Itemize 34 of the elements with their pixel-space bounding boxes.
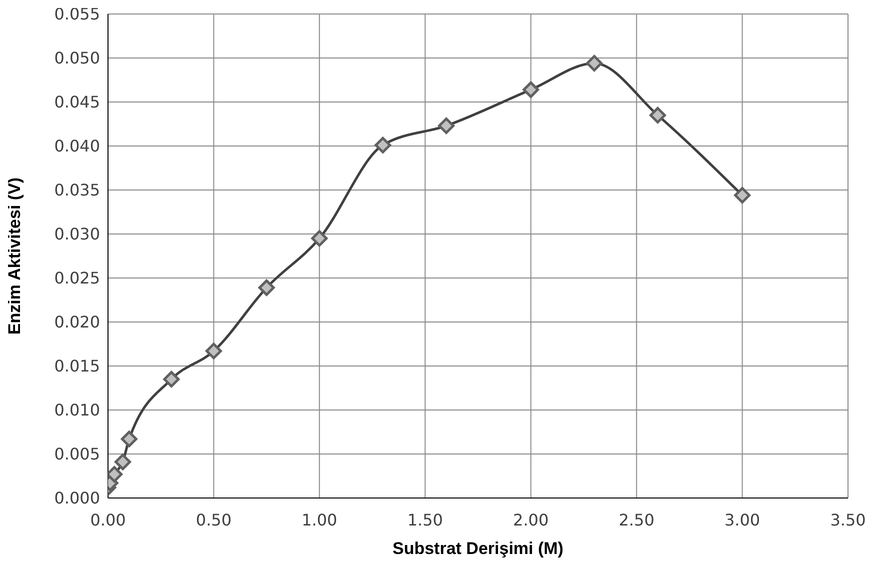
point — [374, 136, 392, 154]
x-tick-label: 2.50 — [618, 510, 654, 530]
point — [114, 454, 132, 470]
y-axis-title: Enzim Aktivitesi (V) — [5, 177, 24, 335]
y-tick-label: 0.010 — [54, 400, 100, 420]
point — [734, 187, 751, 204]
y-tick-label: 0.015 — [54, 356, 100, 376]
x-tick-label: 3.50 — [830, 510, 866, 530]
x-axis-title: Substrat Derişimi (M) — [392, 539, 564, 558]
y-tick-label: 0.030 — [54, 224, 100, 244]
x-tick-label: 1.00 — [302, 510, 338, 530]
x-tick-label: 0.50 — [196, 510, 232, 530]
point — [163, 370, 180, 388]
y-tick-label: 0.055 — [54, 4, 100, 24]
point — [205, 342, 222, 360]
point — [586, 55, 603, 72]
x-tick-label: 1.50 — [407, 510, 443, 530]
y-tick-label: 0.000 — [54, 488, 100, 508]
y-tick-label: 0.005 — [54, 444, 100, 464]
y-tick-label: 0.025 — [54, 268, 100, 288]
point — [311, 230, 328, 247]
y-tick-label: 0.045 — [54, 92, 100, 112]
x-tick-label: 2.00 — [513, 510, 549, 530]
point — [258, 279, 275, 296]
x-tick-label: 0.00 — [90, 510, 126, 530]
y-tick-label: 0.040 — [54, 136, 100, 156]
x-tick-label: 3.00 — [724, 510, 760, 530]
point — [522, 81, 540, 98]
y-tick-label: 0.020 — [54, 312, 100, 332]
point — [438, 118, 455, 134]
y-tick-label: 0.050 — [54, 48, 100, 68]
y-tick-label: 0.035 — [54, 180, 100, 200]
point — [649, 106, 666, 124]
point — [120, 430, 138, 448]
